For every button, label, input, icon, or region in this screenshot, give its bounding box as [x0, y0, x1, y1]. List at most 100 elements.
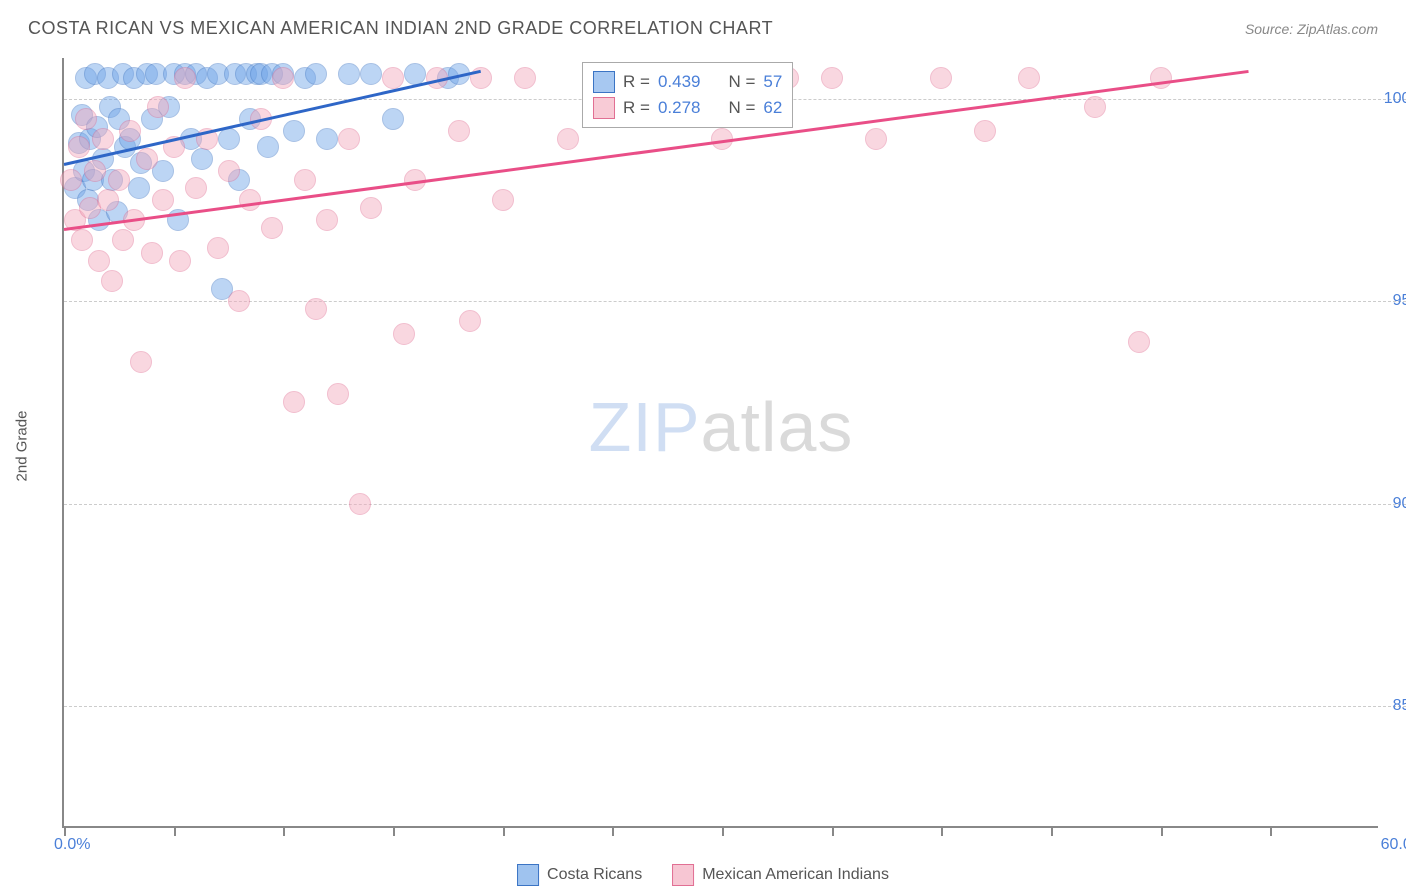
- watermark-part-a: ZIP: [589, 388, 701, 466]
- data-point: [92, 128, 114, 150]
- data-point: [152, 189, 174, 211]
- x-tick: [612, 826, 614, 836]
- data-point: [119, 120, 141, 142]
- data-point: [349, 493, 371, 515]
- data-point: [71, 229, 93, 251]
- data-point: [257, 136, 279, 158]
- n-value: 62: [763, 98, 782, 118]
- legend-item: Costa Ricans: [517, 864, 642, 886]
- data-point: [448, 120, 470, 142]
- scatter-plot-area: ZIPatlas 100.0%95.0%90.0%85.0%0.0%60.0%R…: [62, 58, 1378, 828]
- data-point: [88, 250, 110, 272]
- data-point: [294, 169, 316, 191]
- gridline: [64, 504, 1406, 505]
- legend-swatch: [672, 864, 694, 886]
- legend-item: Mexican American Indians: [672, 864, 889, 886]
- series-swatch: [593, 97, 615, 119]
- n-label: N =: [728, 72, 755, 92]
- source-value: ZipAtlas.com: [1297, 21, 1378, 37]
- x-tick: [64, 826, 66, 836]
- legend-swatch: [517, 864, 539, 886]
- chart-title: COSTA RICAN VS MEXICAN AMERICAN INDIAN 2…: [28, 18, 773, 39]
- r-value: 0.439: [658, 72, 701, 92]
- x-tick: [393, 826, 395, 836]
- data-point: [283, 120, 305, 142]
- data-point: [97, 189, 119, 211]
- data-point: [261, 217, 283, 239]
- gridline: [64, 706, 1406, 707]
- data-point: [1018, 67, 1040, 89]
- x-tick: [1051, 826, 1053, 836]
- source-attribution: Source: ZipAtlas.com: [1245, 21, 1378, 37]
- data-point: [316, 209, 338, 231]
- data-point: [360, 63, 382, 85]
- data-point: [191, 148, 213, 170]
- data-point: [147, 96, 169, 118]
- x-tick: [832, 826, 834, 836]
- correlation-stat-box: R = 0.439 N = 57 R = 0.278N = 62: [582, 62, 793, 128]
- data-point: [360, 197, 382, 219]
- data-point: [305, 298, 327, 320]
- data-point: [239, 189, 261, 211]
- x-tick: [174, 826, 176, 836]
- n-value: 57: [763, 72, 782, 92]
- x-max-label: 60.0%: [1381, 836, 1406, 854]
- r-label: R =: [623, 98, 650, 118]
- legend-label: Costa Ricans: [547, 866, 642, 884]
- y-tick-label: 100.0%: [1384, 90, 1406, 108]
- data-point: [218, 160, 240, 182]
- data-point: [821, 67, 843, 89]
- data-point: [459, 310, 481, 332]
- data-point: [865, 128, 887, 150]
- data-point: [338, 63, 360, 85]
- data-point: [75, 108, 97, 130]
- data-point: [218, 128, 240, 150]
- data-point: [283, 391, 305, 413]
- data-point: [514, 67, 536, 89]
- y-tick-label: 85.0%: [1393, 697, 1406, 715]
- x-tick: [283, 826, 285, 836]
- n-label: N =: [728, 98, 755, 118]
- data-point: [1128, 331, 1150, 353]
- gridline: [64, 301, 1406, 302]
- x-tick: [503, 826, 505, 836]
- series-swatch: [593, 71, 615, 93]
- data-point: [272, 67, 294, 89]
- data-point: [141, 242, 163, 264]
- x-tick: [1270, 826, 1272, 836]
- chart-legend: Costa Ricans Mexican American Indians: [517, 864, 889, 886]
- data-point: [930, 67, 952, 89]
- data-point: [1084, 96, 1106, 118]
- data-point: [228, 290, 250, 312]
- y-tick-label: 90.0%: [1393, 495, 1406, 513]
- data-point: [112, 229, 134, 251]
- data-point: [974, 120, 996, 142]
- data-point: [382, 67, 404, 89]
- data-point: [393, 323, 415, 345]
- data-point: [108, 169, 130, 191]
- stat-row: R = 0.439 N = 57: [593, 69, 782, 95]
- data-point: [185, 177, 207, 199]
- data-point: [382, 108, 404, 130]
- watermark: ZIPatlas: [589, 387, 854, 467]
- stat-row: R = 0.278N = 62: [593, 95, 782, 121]
- x-tick: [941, 826, 943, 836]
- data-point: [130, 351, 152, 373]
- x-tick: [1161, 826, 1163, 836]
- y-axis-label: 2nd Grade: [14, 411, 31, 482]
- data-point: [316, 128, 338, 150]
- data-point: [207, 237, 229, 259]
- x-tick: [722, 826, 724, 836]
- data-point: [128, 177, 150, 199]
- watermark-part-b: atlas: [701, 388, 854, 466]
- data-point: [327, 383, 349, 405]
- y-tick-label: 95.0%: [1393, 292, 1406, 310]
- x-min-label: 0.0%: [54, 836, 90, 854]
- r-label: R =: [623, 72, 650, 92]
- data-point: [305, 63, 327, 85]
- data-point: [60, 169, 82, 191]
- legend-label: Mexican American Indians: [702, 866, 889, 884]
- data-point: [338, 128, 360, 150]
- data-point: [68, 136, 90, 158]
- data-point: [174, 67, 196, 89]
